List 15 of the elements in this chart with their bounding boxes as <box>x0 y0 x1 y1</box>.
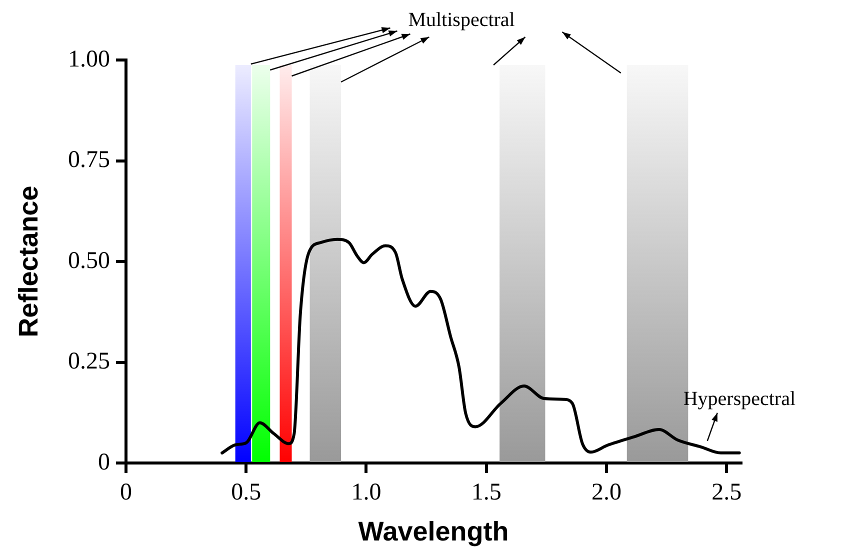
x-tick-label: 2.5 <box>712 480 742 506</box>
y-tick-label: 1.00 <box>68 46 110 72</box>
y-tick-label: 0 <box>98 449 110 476</box>
annotation: Hyperspectral <box>683 388 796 410</box>
x-tick-label: 0.5 <box>231 480 262 506</box>
x-axis-title: Wavelength <box>358 516 509 546</box>
y-tick-label: 0.25 <box>68 348 110 375</box>
y-tick-label: 0.75 <box>68 147 110 174</box>
y-axis-title: Reflectance <box>14 186 44 338</box>
text: Multispectral <box>408 9 515 31</box>
x-tick-label: 1.5 <box>471 480 502 506</box>
y-tick-label: 0.50 <box>68 248 110 274</box>
x-tick-label: 0 <box>120 480 132 506</box>
x-tick-label: 1.0 <box>351 480 382 506</box>
x-tick-label: 2.0 <box>591 480 622 506</box>
